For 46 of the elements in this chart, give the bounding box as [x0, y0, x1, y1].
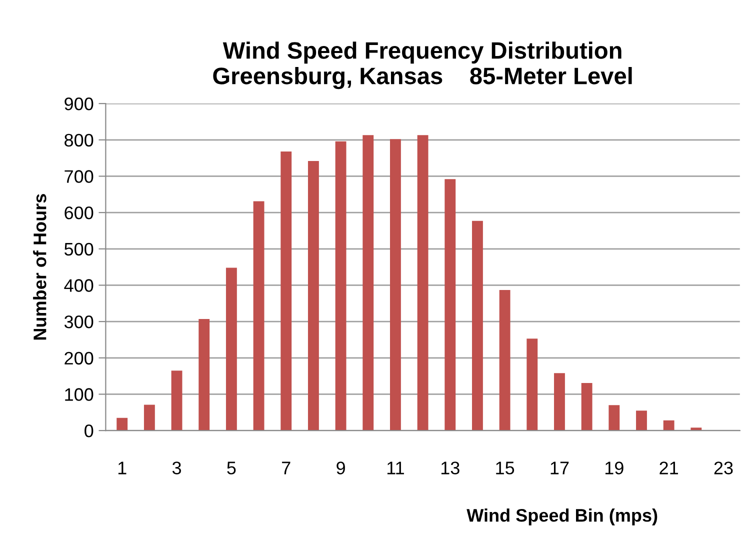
y-tick-label: 800 — [64, 134, 94, 147]
y-tick-label: 300 — [64, 315, 94, 328]
y-tick-label: 200 — [64, 352, 94, 365]
y-tick-label: 600 — [64, 206, 94, 220]
x-tick-label: 17 — [550, 462, 569, 474]
x-tick-label: 23 — [714, 462, 733, 474]
bar — [116, 418, 128, 431]
bar — [608, 405, 620, 431]
bar — [663, 420, 674, 431]
x-tick-label: 19 — [605, 462, 624, 474]
y-tick-label: 0 — [84, 424, 94, 438]
bar — [390, 139, 401, 431]
x-tick-label: 15 — [496, 462, 514, 474]
y-tick-label: 400 — [64, 279, 94, 292]
y-axis-title: Number of Hours — [33, 194, 46, 340]
bar — [526, 338, 538, 431]
bar — [280, 152, 292, 431]
bar — [554, 373, 565, 431]
bar — [144, 404, 155, 431]
x-axis-title: Wind Speed Bin (mps) — [466, 508, 658, 526]
bar — [581, 382, 592, 431]
bar — [444, 179, 456, 431]
y-tick-label: 100 — [65, 388, 94, 401]
bar — [226, 268, 237, 431]
y-tick-label: 900 — [64, 97, 94, 110]
x-tick-label: 13 — [441, 462, 460, 474]
x-tick-label: 3 — [172, 462, 181, 474]
bar — [335, 141, 346, 431]
chart-title: Wind Speed Frequency Distribution Greensburg, Kansas 85-Meter Level — [213, 42, 632, 90]
bar — [253, 201, 264, 431]
bar — [171, 370, 182, 431]
bar — [636, 410, 647, 431]
x-tick-label: 7 — [282, 462, 290, 474]
y-tick-label: 500 — [64, 242, 94, 256]
bar — [362, 135, 374, 431]
bar — [417, 135, 428, 431]
x-tick-label: 1 — [118, 462, 126, 474]
x-tick-label: 5 — [227, 462, 236, 474]
bar — [499, 290, 510, 431]
bar — [472, 220, 483, 431]
x-tick-label: 21 — [660, 462, 678, 474]
bar — [308, 160, 319, 431]
x-tick-label: 11 — [387, 462, 404, 474]
x-tick-label: 9 — [336, 462, 345, 474]
y-tick-label: 700 — [64, 170, 94, 183]
bar — [198, 319, 210, 431]
